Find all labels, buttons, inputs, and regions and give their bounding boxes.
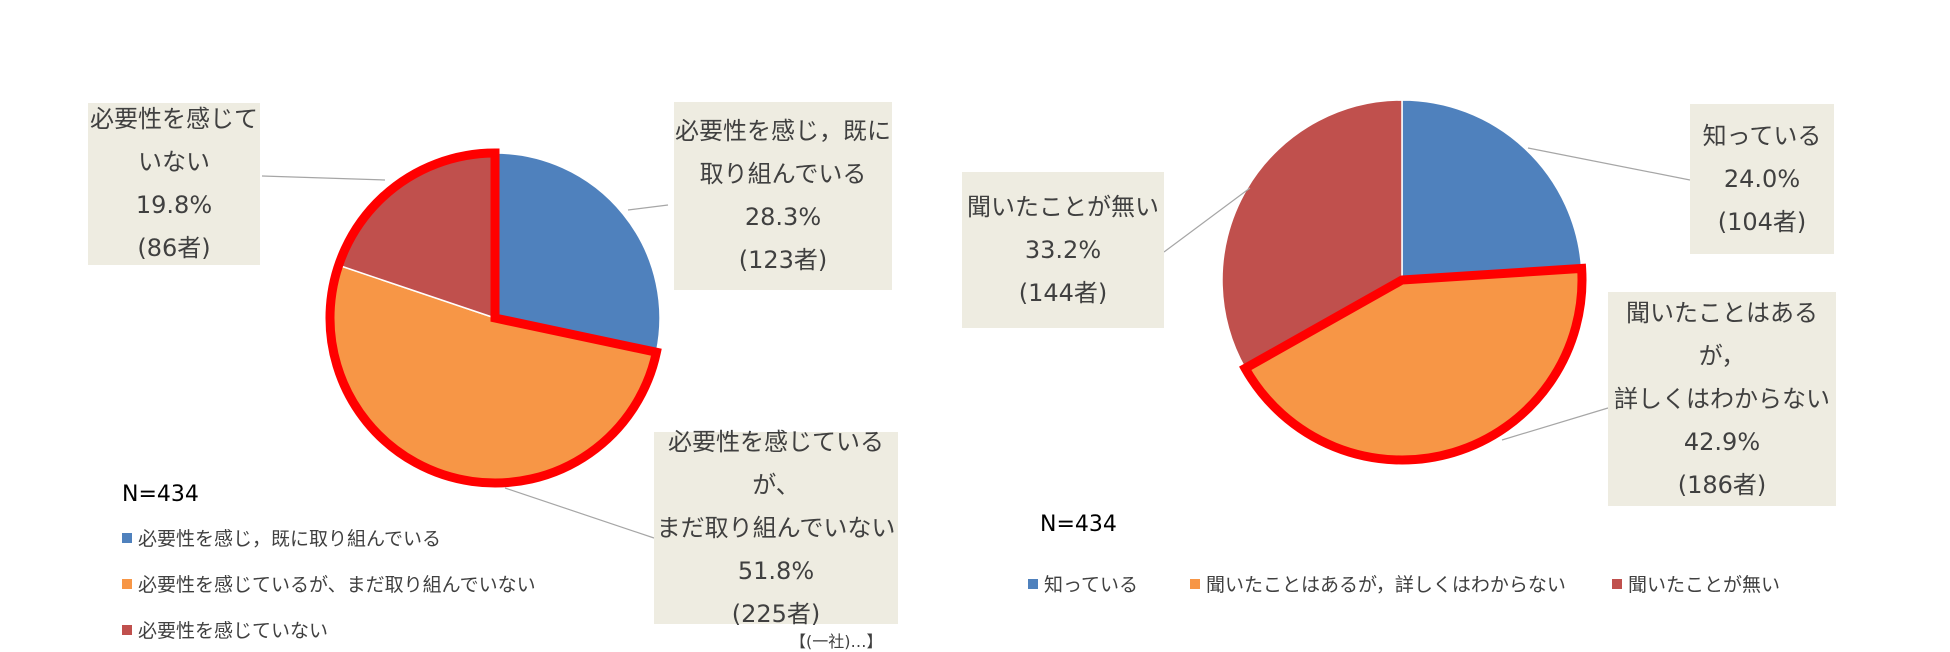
- callout-label-line: 必要性を感じ，既に: [675, 117, 891, 145]
- legend-swatch: [1190, 579, 1200, 589]
- callout-percent: 51.8%: [737, 556, 815, 585]
- leader-line: [1527, 147, 1691, 181]
- callout-label-line: 取り組んでいる: [699, 160, 867, 188]
- callout-count: (225者): [731, 599, 821, 628]
- callout-c2-s2: 聞いたことはあるが， 詳しくはわからない 42.9% (186者): [1608, 292, 1836, 506]
- callout-label-line: いない: [138, 148, 210, 176]
- leader-line: [627, 204, 669, 211]
- callout-count: (123者): [738, 246, 828, 274]
- leader-lines: [261, 147, 1691, 539]
- legend-swatch: [122, 579, 132, 589]
- leader-line: [1501, 407, 1609, 441]
- callout-c1-s1: 必要性を感じ，既に 取り組んでいる 28.3% (123者): [674, 102, 892, 290]
- n-label-1: N=434: [122, 482, 199, 507]
- legend-item-c2-2: 聞いたことはあるが，詳しくはわからない: [1190, 570, 1566, 597]
- callout-percent: 42.9%: [1683, 427, 1761, 456]
- callout-percent: 24.0%: [1723, 164, 1801, 193]
- pie-chart-1: [329, 152, 661, 484]
- legend-item-c1-2: 必要性を感じているが、まだ取り組んでいない: [122, 570, 536, 597]
- callout-c1-s3: 必要性を感じて いない 19.8% (86者): [88, 103, 260, 265]
- legend-item-c2-1: 知っている: [1028, 570, 1138, 597]
- legend-item-c1-3: 必要性を感じていない: [122, 616, 328, 643]
- callout-label-line: 聞いたことはあるが，: [1626, 298, 1818, 370]
- legend-swatch: [1612, 579, 1622, 589]
- legend-label: 聞いたことはあるが，詳しくはわからない: [1206, 574, 1566, 596]
- callout-label-line: 聞いたことが無い: [967, 192, 1159, 221]
- callout-count: (186者): [1677, 470, 1767, 499]
- highlight-outline: [325, 148, 662, 488]
- callout-count: (86者): [137, 234, 211, 262]
- n-label-2: N=434: [1040, 512, 1117, 537]
- callout-count: (144者): [1018, 278, 1108, 307]
- legend-item-c1-1: 必要性を感じ，既に取り組んでいる: [122, 524, 441, 551]
- callout-label-line: まだ取り組んでいない: [656, 513, 896, 542]
- callout-label-line: 知っている: [1702, 121, 1822, 150]
- highlight-outlines: [325, 148, 1587, 488]
- legend-item-c2-3: 聞いたことが無い: [1612, 570, 1780, 597]
- callout-c2-s1: 知っている 24.0% (104者): [1690, 104, 1834, 254]
- legend-label: 必要性を感じ，既に取り組んでいる: [138, 528, 442, 550]
- pie-slice: [494, 152, 661, 354]
- callout-c2-s3: 聞いたことが無い 33.2% (144者): [962, 172, 1164, 328]
- legend-label: 知っている: [1044, 574, 1139, 596]
- callout-count: (104者): [1717, 207, 1807, 236]
- legend-label: 聞いたことが無い: [1628, 574, 1781, 596]
- callout-percent: 33.2%: [1024, 235, 1102, 264]
- legend-swatch: [122, 533, 132, 543]
- legend-label: 必要性を感じていない: [138, 620, 329, 642]
- leader-line: [1163, 187, 1251, 253]
- callout-percent: 19.8%: [135, 191, 213, 219]
- highlight-outline: [1239, 263, 1587, 465]
- pie-slice: [1401, 99, 1583, 281]
- leader-line: [261, 175, 386, 181]
- callout-percent: 28.3%: [744, 203, 822, 231]
- callout-label-line: 必要性を感じて: [90, 105, 258, 133]
- leader-line: [504, 487, 655, 539]
- footnote: 【(一社)…】: [790, 632, 883, 651]
- callout-c1-s2: 必要性を感じているが、 まだ取り組んでいない 51.8% (225者): [654, 428, 898, 628]
- callout-label-line: 詳しくはわからない: [1614, 384, 1830, 413]
- legend-label: 必要性を感じているが、まだ取り組んでいない: [138, 574, 536, 596]
- callout-label-line: 必要性を感じているが、: [668, 427, 884, 499]
- legend-swatch: [122, 625, 132, 635]
- legend-swatch: [1028, 579, 1038, 589]
